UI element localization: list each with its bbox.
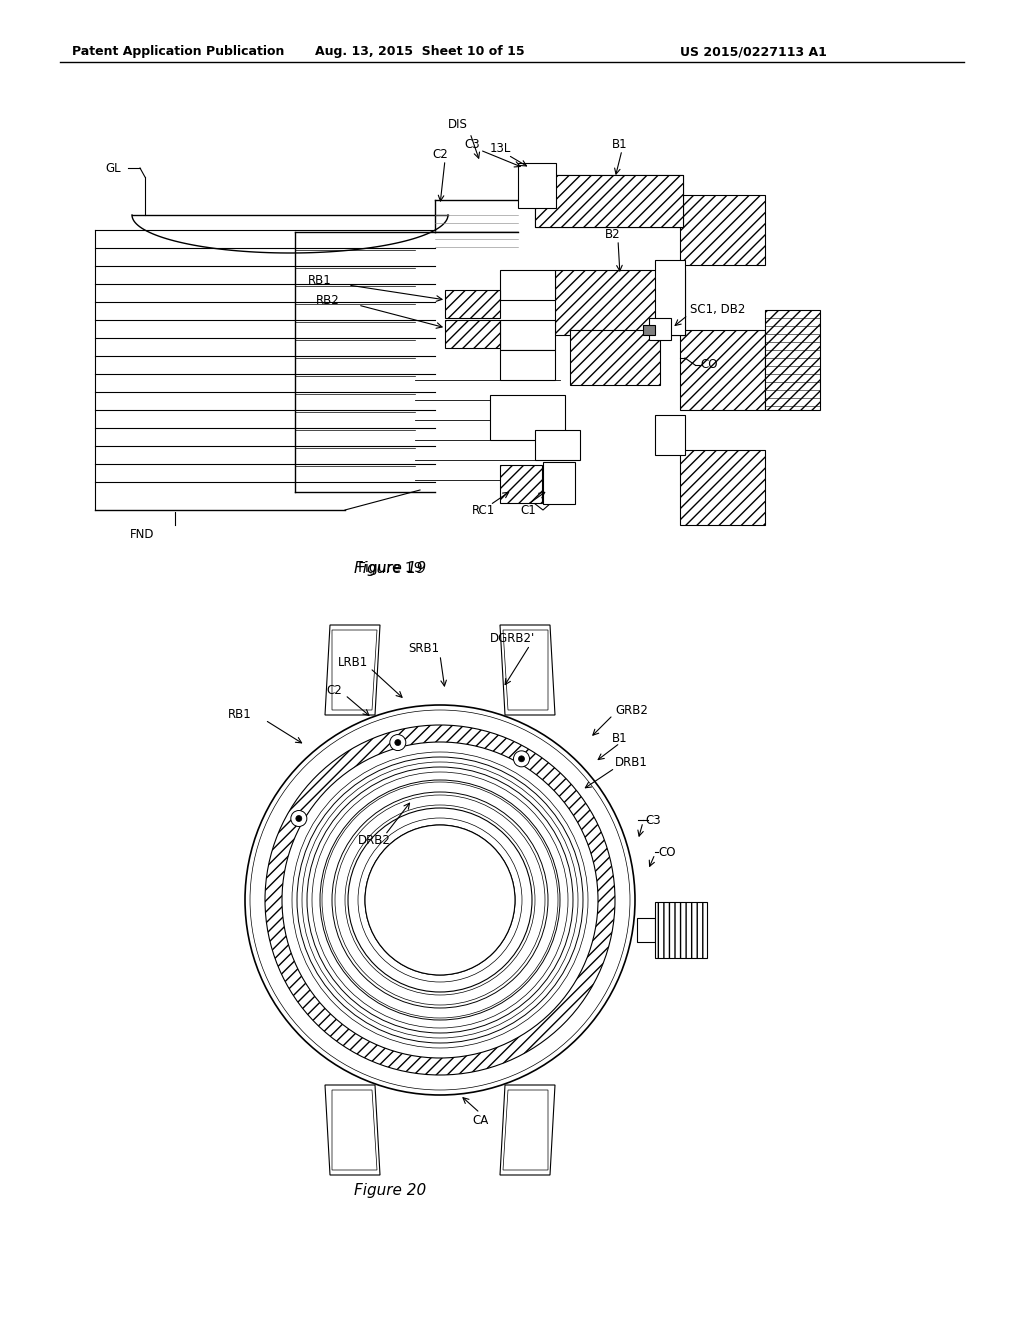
Text: SRB1: SRB1 bbox=[408, 642, 439, 655]
Text: C2: C2 bbox=[432, 149, 447, 161]
Text: B2: B2 bbox=[605, 228, 621, 242]
Bar bbox=[680, 330, 765, 411]
Text: C1: C1 bbox=[520, 503, 536, 516]
Bar bbox=[490, 395, 565, 440]
Bar bbox=[765, 310, 820, 411]
Text: Aug. 13, 2015  Sheet 10 of 15: Aug. 13, 2015 Sheet 10 of 15 bbox=[315, 45, 525, 58]
Circle shape bbox=[390, 734, 406, 751]
Bar bbox=[535, 176, 683, 227]
Bar bbox=[570, 330, 660, 385]
Circle shape bbox=[296, 816, 302, 821]
Text: GL: GL bbox=[105, 161, 121, 174]
Text: C2: C2 bbox=[326, 684, 342, 697]
Polygon shape bbox=[500, 624, 555, 715]
Text: RB1: RB1 bbox=[308, 273, 332, 286]
Circle shape bbox=[297, 756, 583, 1043]
Polygon shape bbox=[325, 624, 380, 715]
Circle shape bbox=[307, 767, 573, 1034]
Text: C3: C3 bbox=[645, 813, 660, 826]
Text: Patent Application Publication: Patent Application Publication bbox=[72, 45, 285, 58]
Text: CO: CO bbox=[700, 359, 718, 371]
Bar bbox=[655, 260, 685, 335]
Bar bbox=[555, 271, 685, 335]
Text: GRB2: GRB2 bbox=[615, 704, 648, 717]
Text: LRB1: LRB1 bbox=[338, 656, 369, 668]
Bar bbox=[680, 450, 765, 525]
Circle shape bbox=[395, 739, 400, 746]
Bar bbox=[655, 414, 685, 455]
Bar bbox=[643, 325, 655, 335]
Bar bbox=[655, 902, 707, 958]
Circle shape bbox=[513, 751, 529, 767]
Text: DRB2: DRB2 bbox=[358, 833, 391, 846]
Circle shape bbox=[245, 705, 635, 1096]
Text: DIS: DIS bbox=[449, 119, 468, 132]
Bar bbox=[535, 430, 580, 459]
Bar bbox=[445, 319, 500, 348]
Bar bbox=[445, 290, 500, 318]
Circle shape bbox=[518, 756, 524, 762]
Text: DRB1: DRB1 bbox=[615, 755, 648, 768]
Text: Figure 19: Figure 19 bbox=[357, 561, 422, 576]
Text: C3: C3 bbox=[464, 139, 479, 152]
Circle shape bbox=[365, 825, 515, 975]
Text: RC1: RC1 bbox=[472, 503, 496, 516]
Bar bbox=[500, 350, 555, 380]
Text: CA: CA bbox=[472, 1114, 488, 1126]
Text: RB1: RB1 bbox=[228, 709, 252, 722]
Bar bbox=[637, 917, 655, 942]
Polygon shape bbox=[500, 1085, 555, 1175]
Bar bbox=[518, 162, 556, 209]
Bar bbox=[649, 318, 671, 341]
Text: Figure 20: Figure 20 bbox=[354, 1183, 426, 1197]
Text: 13L: 13L bbox=[490, 141, 511, 154]
Text: Figure 19: Figure 19 bbox=[354, 561, 426, 576]
Circle shape bbox=[282, 742, 598, 1059]
Text: B1: B1 bbox=[612, 139, 628, 152]
Polygon shape bbox=[535, 176, 683, 227]
Bar bbox=[500, 465, 542, 503]
Polygon shape bbox=[325, 1085, 380, 1175]
Bar bbox=[543, 462, 575, 504]
Text: RB2: RB2 bbox=[316, 293, 340, 306]
Text: CO: CO bbox=[658, 846, 676, 858]
Bar bbox=[500, 319, 555, 350]
Circle shape bbox=[291, 810, 307, 826]
Text: FND: FND bbox=[130, 528, 155, 541]
Text: DGRB2': DGRB2' bbox=[490, 631, 536, 644]
Text: B1: B1 bbox=[612, 731, 628, 744]
Text: US 2015/0227113 A1: US 2015/0227113 A1 bbox=[680, 45, 826, 58]
Bar bbox=[680, 195, 765, 265]
Circle shape bbox=[265, 725, 615, 1074]
Bar bbox=[500, 271, 555, 300]
Text: SC1, DB2: SC1, DB2 bbox=[690, 304, 745, 317]
